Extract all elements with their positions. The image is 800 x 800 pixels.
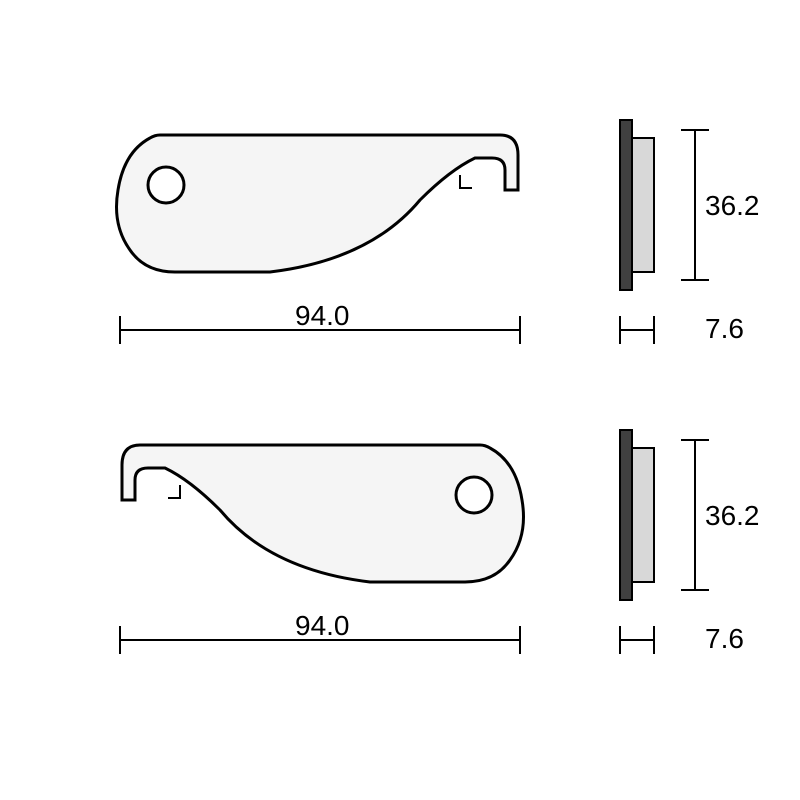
svg-text:94.0: 94.0 — [295, 300, 350, 331]
diagram-canvas: 94.0 36.2 7.6 94.0 36.2 7.6 — [0, 0, 800, 800]
brake-pad-face-0 — [117, 135, 519, 272]
brake-pad-face-1 — [122, 445, 524, 582]
svg-text:36.2: 36.2 — [705, 190, 760, 221]
svg-text:7.6: 7.6 — [705, 623, 744, 654]
svg-text:94.0: 94.0 — [295, 610, 350, 641]
svg-text:36.2: 36.2 — [705, 500, 760, 531]
svg-text:7.6: 7.6 — [705, 313, 744, 344]
